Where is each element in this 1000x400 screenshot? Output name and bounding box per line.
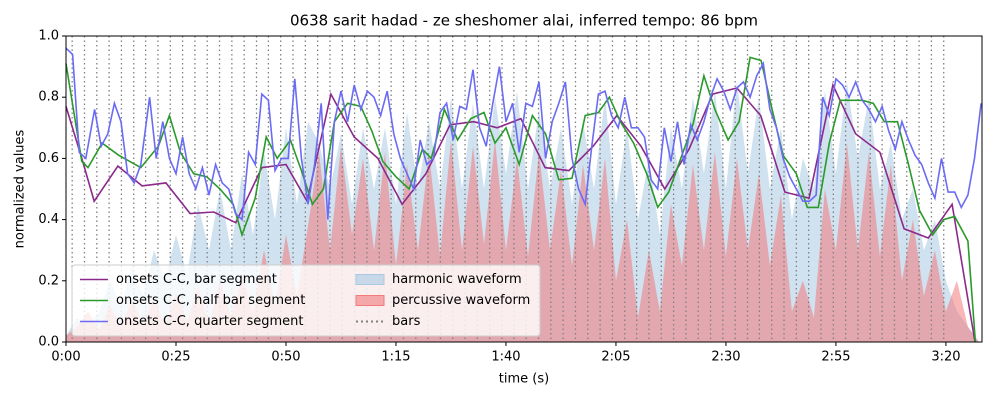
x-tick-label: 2:55: [821, 350, 850, 365]
x-axis-label: time (s): [499, 372, 549, 387]
plot-frame: [65, 35, 983, 343]
x-tick-label: 0:50: [271, 350, 300, 365]
legend-label: harmonic waveform: [392, 272, 522, 287]
legend-swatch: [355, 295, 385, 306]
x-tick-label: 2:05: [601, 350, 630, 365]
y-tick-label: 0.6: [38, 151, 59, 166]
y-tick-label: 1.0: [38, 29, 59, 44]
y-axis-label: normalized values: [13, 129, 28, 248]
x-tick-label: 2:30: [711, 350, 740, 365]
series-line: [65, 82, 976, 343]
legend-label: onsets C-C, half bar segment: [116, 293, 305, 308]
x-tick-label: 3:20: [931, 350, 960, 365]
legend-label: percussive waveform: [392, 293, 530, 308]
legend-label: onsets C-C, bar segment: [116, 272, 277, 287]
series-line: [65, 56, 977, 343]
legend-label: onsets C-C, quarter segment: [116, 314, 303, 329]
y-tick-label: 0.8: [38, 90, 59, 105]
legend-label: bars: [392, 314, 421, 329]
y-tick-label: 0.2: [38, 273, 59, 288]
y-tick-label: 0.0: [38, 335, 59, 350]
legend-box: [71, 264, 541, 337]
y-tick-label: 0.4: [38, 212, 59, 227]
legend-swatch: [355, 274, 385, 285]
x-tick-label: 1:15: [381, 350, 410, 365]
series-line: [65, 47, 982, 222]
legend: onsets C-C, bar segment onsets C-C, half …: [71, 264, 541, 337]
chart-title: 0638 sarit hadad - ze sheshomer alai, in…: [290, 12, 758, 30]
x-tick-label: 0:00: [51, 350, 80, 365]
x-tick-label: 1:40: [491, 350, 520, 365]
x-tick-label: 0:25: [161, 350, 190, 365]
